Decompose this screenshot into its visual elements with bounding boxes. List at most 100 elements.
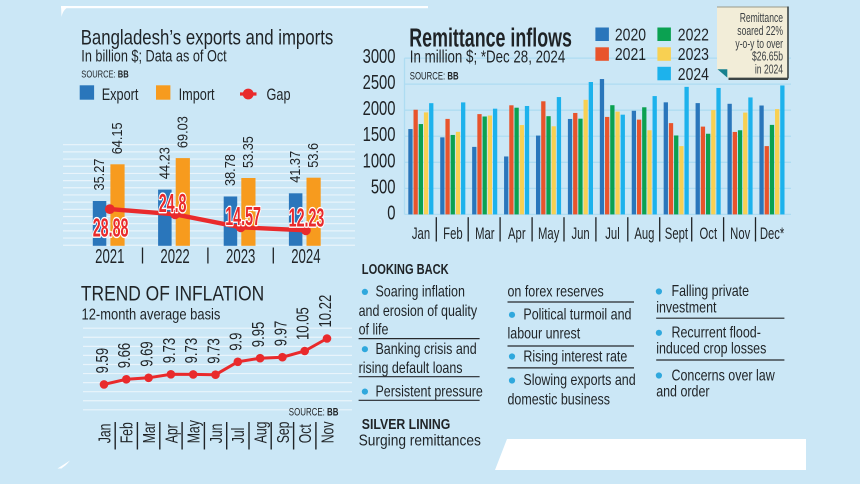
- svg-text:induced crop losses: induced crop losses: [656, 340, 766, 358]
- svg-text:Remittance inflows: Remittance inflows: [409, 23, 572, 52]
- svg-text:SOURCE: BB: SOURCE: BB: [410, 69, 459, 82]
- svg-text:28.88: 28.88: [93, 214, 129, 242]
- svg-text:Dec*: Dec*: [760, 225, 785, 244]
- svg-text:Aug: Aug: [634, 225, 654, 244]
- svg-text:Slowing exports and: Slowing exports and: [523, 372, 635, 390]
- svg-text:9.9: 9.9: [227, 333, 246, 351]
- svg-text:35.27: 35.27: [90, 158, 107, 190]
- svg-text:SOURCE: BB: SOURCE: BB: [289, 406, 339, 419]
- svg-text:May: May: [538, 225, 560, 244]
- svg-text:Apr: Apr: [508, 225, 526, 244]
- svg-text:SILVER LINING: SILVER LINING: [362, 416, 451, 432]
- svg-text:2500: 2500: [363, 71, 396, 94]
- svg-text:Export: Export: [102, 87, 139, 105]
- svg-text:rising default loans: rising default loans: [359, 359, 463, 377]
- svg-text:Feb: Feb: [118, 422, 138, 443]
- svg-text:2024: 2024: [291, 245, 320, 267]
- svg-text:Jun: Jun: [207, 424, 227, 444]
- svg-text:9.73: 9.73: [160, 338, 179, 364]
- svg-text:Bangladesh’s exports and impor: Bangladesh’s exports and imports: [81, 27, 334, 50]
- svg-text:44.23: 44.23: [155, 147, 172, 179]
- svg-text:14.57: 14.57: [225, 203, 261, 231]
- svg-text:domestic business: domestic business: [508, 391, 611, 409]
- svg-text:Jul: Jul: [605, 225, 619, 244]
- svg-text:Concerns over law: Concerns over law: [672, 367, 776, 385]
- svg-text:2024: 2024: [678, 66, 709, 85]
- svg-text:2000: 2000: [363, 97, 396, 120]
- svg-text:Falling private: Falling private: [672, 283, 750, 301]
- svg-text:Political turmoil and: Political turmoil and: [523, 306, 631, 324]
- svg-text:labour unrest: labour unrest: [508, 325, 581, 343]
- svg-text:Mar: Mar: [140, 422, 160, 443]
- svg-text:0: 0: [387, 201, 395, 224]
- svg-text:10.22: 10.22: [316, 295, 335, 328]
- svg-text:Jun: Jun: [572, 225, 590, 244]
- svg-text:Recurrent flood-: Recurrent flood-: [672, 324, 762, 342]
- svg-text:$26.65b: $26.65b: [752, 50, 783, 64]
- svg-text:Sep: Sep: [274, 422, 294, 444]
- svg-text:Nov: Nov: [318, 421, 338, 443]
- svg-text:9.73: 9.73: [205, 338, 224, 364]
- svg-text:53.6: 53.6: [304, 143, 321, 168]
- svg-text:53.35: 53.35: [239, 136, 256, 168]
- svg-text:Oct: Oct: [700, 225, 718, 244]
- svg-text:2022: 2022: [678, 26, 709, 45]
- svg-text:Jan: Jan: [412, 225, 430, 244]
- svg-text:2023: 2023: [678, 46, 709, 65]
- svg-text:Import: Import: [179, 87, 215, 105]
- svg-text:May: May: [185, 420, 205, 443]
- svg-text:on forex reserves: on forex reserves: [508, 283, 604, 301]
- svg-text:Feb: Feb: [443, 225, 463, 244]
- svg-text:In billion $; Data as of Oct: In billion $; Data as of Oct: [81, 48, 226, 66]
- svg-text:69.03: 69.03: [173, 116, 190, 148]
- svg-text:64.15: 64.15: [108, 122, 125, 154]
- svg-text:Nov: Nov: [730, 225, 751, 244]
- svg-text:In million $; *Dec 28, 2024: In million $; *Dec 28, 2024: [410, 48, 566, 67]
- svg-text:12.23: 12.23: [289, 204, 325, 232]
- svg-text:1500: 1500: [363, 123, 396, 146]
- svg-text:9.97: 9.97: [272, 321, 291, 347]
- svg-text:500: 500: [371, 175, 396, 198]
- svg-text:Soaring inflation: Soaring inflation: [376, 283, 465, 301]
- svg-text:2021: 2021: [95, 245, 124, 267]
- svg-text:3000: 3000: [363, 45, 396, 68]
- svg-text:2022: 2022: [160, 245, 189, 267]
- svg-text:Aug: Aug: [251, 422, 271, 444]
- svg-text:1000: 1000: [363, 149, 396, 172]
- svg-text:Sept: Sept: [665, 225, 688, 244]
- svg-text:9.69: 9.69: [138, 341, 157, 367]
- svg-text:Mar: Mar: [475, 225, 495, 244]
- svg-text:9.59: 9.59: [93, 348, 112, 374]
- svg-text:Jul: Jul: [229, 428, 249, 444]
- svg-text:2021: 2021: [615, 46, 646, 65]
- svg-text:in 2024: in 2024: [755, 63, 783, 77]
- svg-text:9.73: 9.73: [182, 338, 201, 364]
- svg-text:TREND OF INFLATION: TREND OF INFLATION: [81, 282, 264, 306]
- svg-text:Jan: Jan: [95, 424, 115, 444]
- svg-text:Persistent pressure: Persistent pressure: [376, 383, 483, 401]
- svg-text:Apr: Apr: [162, 424, 182, 443]
- svg-text:and order: and order: [656, 383, 710, 401]
- svg-text:41.37: 41.37: [286, 151, 303, 183]
- svg-text:24.8: 24.8: [159, 190, 187, 218]
- svg-text:Rising interest rate: Rising interest rate: [523, 348, 627, 366]
- svg-text:38.78: 38.78: [221, 154, 238, 186]
- svg-text:SOURCE: BB: SOURCE: BB: [81, 68, 129, 79]
- svg-text:Remittance: Remittance: [740, 11, 783, 25]
- svg-text:9.66: 9.66: [115, 343, 134, 369]
- svg-text:Banking crisis and: Banking crisis and: [376, 341, 477, 359]
- svg-text:y-o-y to over: y-o-y to over: [735, 37, 783, 51]
- svg-text:Gap: Gap: [267, 87, 291, 105]
- svg-text:soared 22%: soared 22%: [737, 24, 783, 38]
- svg-text:2023: 2023: [226, 245, 255, 267]
- svg-text:12-month average basis: 12-month average basis: [82, 306, 221, 323]
- svg-text:and erosion of quality: and erosion of quality: [359, 303, 478, 321]
- svg-text:9.95: 9.95: [249, 322, 268, 348]
- svg-text:2020: 2020: [615, 26, 646, 45]
- svg-text:Oct: Oct: [296, 424, 316, 444]
- svg-text:investment: investment: [656, 299, 716, 317]
- svg-text:LOOKING BACK: LOOKING BACK: [362, 260, 449, 277]
- svg-text:10.05: 10.05: [294, 307, 313, 340]
- svg-text:Surging remittances: Surging remittances: [359, 432, 481, 450]
- svg-text:of life: of life: [359, 321, 389, 339]
